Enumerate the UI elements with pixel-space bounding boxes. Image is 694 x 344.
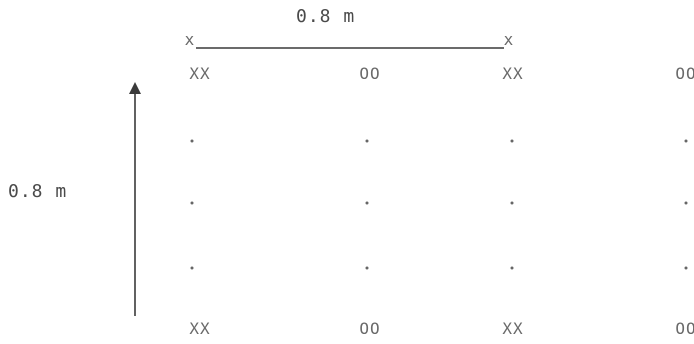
top-row-mark-4: OO [675, 64, 694, 83]
vertical-dimension-arrowhead [129, 82, 141, 94]
bottom-row-mark-2: OO [359, 319, 381, 338]
dot-r2-c2 [365, 201, 369, 205]
bottom-row-mark-4: OO [675, 319, 694, 338]
dot-r2-c4 [684, 201, 688, 205]
bottom-row-mark-1: XX [189, 319, 211, 338]
top-row-mark-1: XX [189, 64, 211, 83]
top-row-mark-2: OO [359, 64, 381, 83]
dot-r2-c3 [510, 201, 514, 205]
dot-r2-c1 [190, 201, 194, 205]
dot-r1-c2 [365, 139, 369, 143]
dot-r3-c3 [510, 266, 514, 270]
dot-r3-c4 [684, 266, 688, 270]
dot-r1-c1 [190, 139, 194, 143]
dot-r1-c3 [510, 139, 514, 143]
dot-r1-c4 [684, 139, 688, 143]
horizontal-dimension-label: 0.8 m [296, 6, 356, 27]
top-row-mark-3: XX [502, 64, 524, 83]
bottom-row-mark-3: XX [502, 319, 524, 338]
horizontal-dimension-tick-right: x [503, 30, 515, 49]
horizontal-dimension-tick-left: x [184, 30, 196, 49]
dot-r3-c1 [190, 266, 194, 270]
vertical-dimension-label: 0.8 m [8, 181, 68, 202]
dot-r3-c2 [365, 266, 369, 270]
